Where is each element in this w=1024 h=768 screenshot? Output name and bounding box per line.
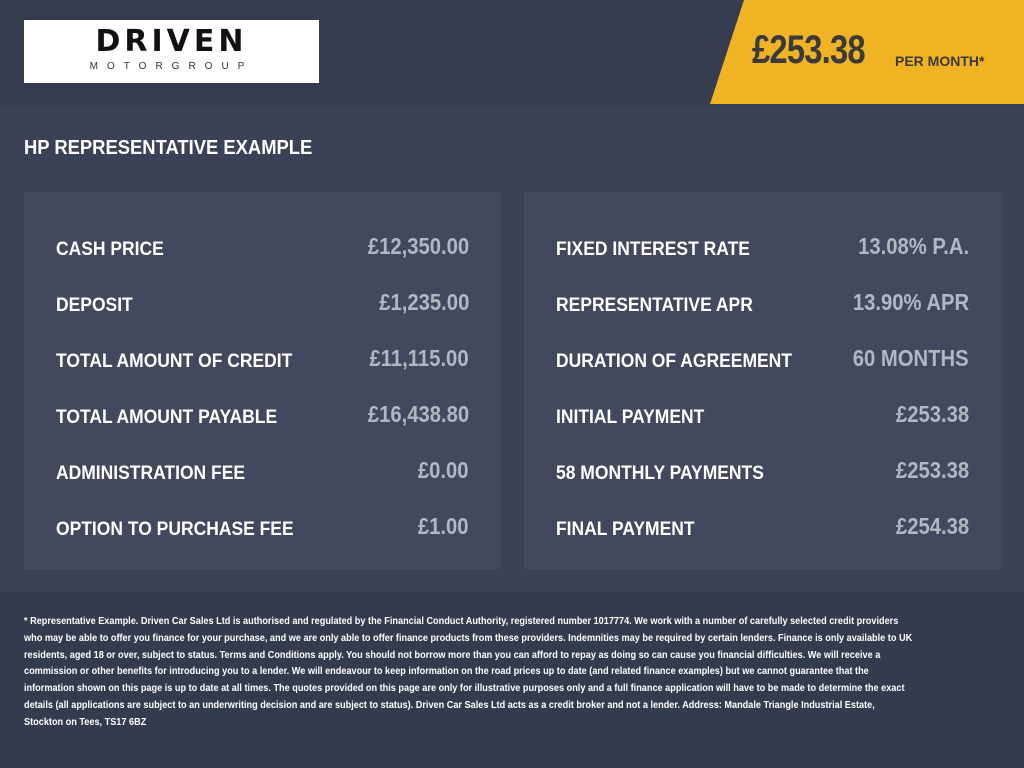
- finance-label: TOTAL AMOUNT PAYABLE: [56, 407, 278, 428]
- monthly-price-badge: £253.38 PER MONTH*: [710, 0, 1024, 104]
- per-month-label: PER MONTH*: [895, 53, 985, 69]
- footer: * Representative Example. Driven Car Sal…: [0, 592, 1024, 768]
- finance-value: £11,115.00: [369, 344, 469, 371]
- finance-row: DURATION OF AGREEMENT 60 MONTHS: [556, 330, 969, 386]
- finance-value: 60 MONTHS: [853, 344, 969, 371]
- finance-row: REPRESENTATIVE APR 13.90% APR: [556, 274, 969, 330]
- finance-value: £253.38: [895, 456, 969, 483]
- finance-row: FIXED INTEREST RATE 13.08% P.A.: [556, 218, 969, 274]
- finance-value: £254.38: [895, 512, 969, 539]
- left-panel: CASH PRICE £12,350.00 DEPOSIT £1,235.00 TOTA…: [24, 192, 501, 569]
- monthly-price: £253.38: [752, 28, 866, 72]
- section-title: HP REPRESENTATIVE EXAMPLE: [24, 137, 313, 159]
- finance-row: ADMINISTRATION FEE £0.00: [56, 442, 469, 498]
- finance-row: INITIAL PAYMENT £253.38: [556, 386, 969, 442]
- finance-label: DURATION OF AGREEMENT: [556, 351, 792, 372]
- finance-label: FIXED INTEREST RATE: [556, 239, 750, 260]
- logo-subtext: MOTORGROUP: [89, 61, 254, 72]
- finance-value: £0.00: [418, 456, 469, 483]
- finance-label: INITIAL PAYMENT: [556, 407, 705, 428]
- finance-row: DEPOSIT £1,235.00: [56, 274, 469, 330]
- header: DRIVEN MOTORGROUP £253.38 PER MONTH*: [0, 0, 1024, 105]
- finance-label: ADMINISTRATION FEE: [56, 463, 246, 484]
- finance-label: CASH PRICE: [56, 239, 164, 260]
- finance-label: DEPOSIT: [56, 295, 133, 316]
- finance-row: TOTAL AMOUNT PAYABLE £16,438.80: [56, 386, 469, 442]
- disclaimer-text: * Representative Example. Driven Car Sal…: [24, 616, 913, 728]
- finance-label: REPRESENTATIVE APR: [556, 295, 753, 316]
- finance-value: 13.08% P.A.: [857, 232, 969, 259]
- finance-value: £253.38: [895, 400, 969, 427]
- finance-row: TOTAL AMOUNT OF CREDIT £11,115.00: [56, 330, 469, 386]
- finance-value: £16,438.80: [367, 400, 469, 427]
- logo: DRIVEN MOTORGROUP: [24, 20, 319, 83]
- finance-row: FINAL PAYMENT £254.38: [556, 498, 969, 554]
- finance-value: £12,350.00: [367, 232, 469, 259]
- finance-label: FINAL PAYMENT: [556, 519, 695, 540]
- finance-value: 13.90% APR: [852, 288, 969, 315]
- right-panel: FIXED INTEREST RATE 13.08% P.A. REPRESENTA…: [524, 192, 1001, 569]
- finance-row: OPTION TO PURCHASE FEE £1.00: [56, 498, 469, 554]
- finance-label: OPTION TO PURCHASE FEE: [56, 519, 294, 540]
- finance-row: 58 MONTHLY PAYMENTS £253.38: [556, 442, 969, 498]
- finance-label: TOTAL AMOUNT OF CREDIT: [56, 351, 293, 372]
- logo-text: DRIVEN: [95, 24, 248, 59]
- finance-value: £1.00: [418, 512, 469, 539]
- finance-label: 58 MONTHLY PAYMENTS: [556, 463, 764, 484]
- finance-row: CASH PRICE £12,350.00: [56, 218, 469, 274]
- finance-value: £1,235.00: [378, 288, 469, 315]
